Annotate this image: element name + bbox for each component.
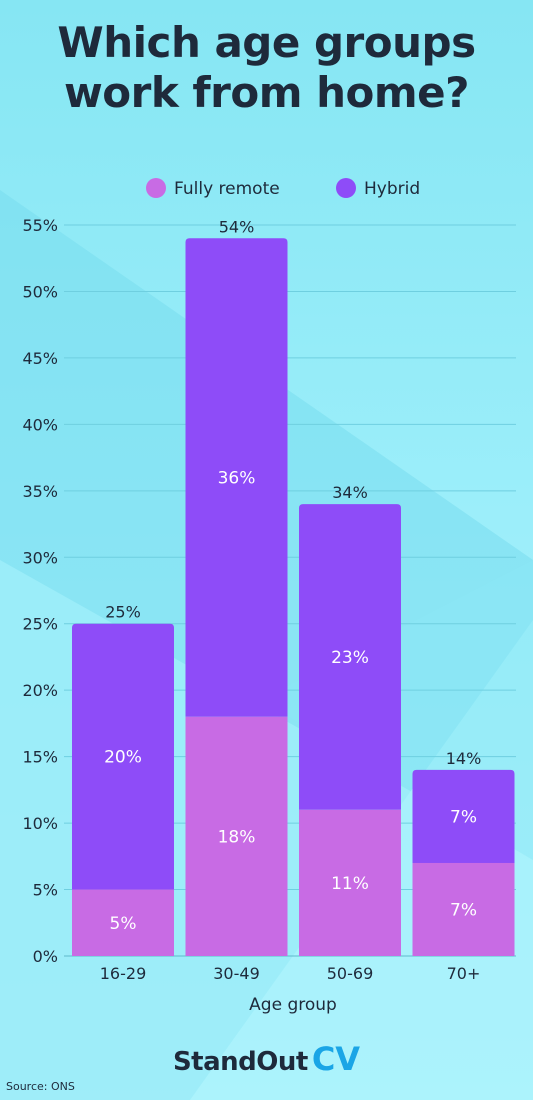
brand-logo: StandOut CV: [0, 1040, 533, 1078]
source-note: Source: ONS: [6, 1080, 75, 1093]
bar-segment-hybrid: [299, 504, 401, 810]
bar-segment-hybrid: [185, 238, 288, 717]
legend: Fully remote Hybrid: [146, 178, 420, 199]
y-tick-label: 20%: [22, 681, 58, 700]
x-axis-labels: 16-29 30-49 50-69 70+: [100, 964, 481, 983]
bar-segment-fully-remote: [185, 716, 288, 956]
chart-title-line-2: work from home?: [63, 68, 470, 117]
data-label-fully-remote: 5%: [110, 914, 137, 934]
data-label-hybrid: 36%: [218, 469, 256, 489]
logo-wordmark: StandOut: [172, 1047, 308, 1077]
data-label-fully-remote: 11%: [331, 874, 369, 894]
legend-swatch: [146, 178, 166, 198]
logo-accent: CV: [311, 1040, 361, 1078]
y-tick-label: 45%: [22, 349, 58, 368]
x-tick-label: 30-49: [213, 964, 260, 983]
y-tick-label: 55%: [22, 216, 58, 235]
y-tick-label: 10%: [22, 814, 58, 833]
data-label-fully-remote: 18%: [218, 827, 256, 847]
y-tick-label: 5%: [33, 881, 58, 900]
bar-segment-fully-remote: [72, 889, 174, 956]
x-tick-label: 50-69: [327, 964, 374, 983]
data-label-total: 25%: [105, 603, 141, 622]
data-label-total: 14%: [446, 749, 482, 768]
data-label-fully-remote: 7%: [450, 900, 477, 920]
y-tick-label: 35%: [22, 482, 58, 501]
bar-segment-fully-remote: [299, 809, 401, 956]
bar-segment-fully-remote: [412, 862, 515, 956]
y-axis-labels: 0% 5% 10% 15% 20% 25% 30% 35% 40% 45% 50% 55%: [22, 216, 58, 966]
y-tick-label: 25%: [22, 615, 58, 634]
chart-title-line-1: Which age groups: [57, 18, 476, 67]
y-tick-label: 15%: [22, 748, 58, 767]
data-label-total: 34%: [332, 483, 368, 502]
x-axis-title: Age group: [249, 995, 337, 1015]
x-tick-label: 70+: [447, 964, 481, 983]
y-tick-label: 50%: [22, 282, 58, 301]
bar-segment-hybrid: [412, 769, 515, 863]
x-tick-label: 16-29: [100, 964, 147, 983]
data-label-total: 54%: [219, 217, 255, 236]
legend-label: Fully remote: [174, 179, 280, 199]
y-tick-label: 30%: [22, 548, 58, 567]
y-tick-label: 40%: [22, 415, 58, 434]
data-label-hybrid: 7%: [450, 807, 477, 827]
chart-title: Which age groups work from home?: [0, 18, 533, 118]
y-tick-label: 0%: [33, 947, 58, 966]
data-label-hybrid: 20%: [104, 748, 142, 768]
legend-swatch: [336, 178, 356, 198]
data-label-hybrid: 23%: [331, 648, 369, 668]
bars: 5% 20% 25% 18% 36% 54% 11% 23% 34% 7% 7% 14%: [72, 217, 515, 956]
bar-segment-hybrid: [72, 623, 174, 890]
legend-label: Hybrid: [364, 179, 420, 199]
